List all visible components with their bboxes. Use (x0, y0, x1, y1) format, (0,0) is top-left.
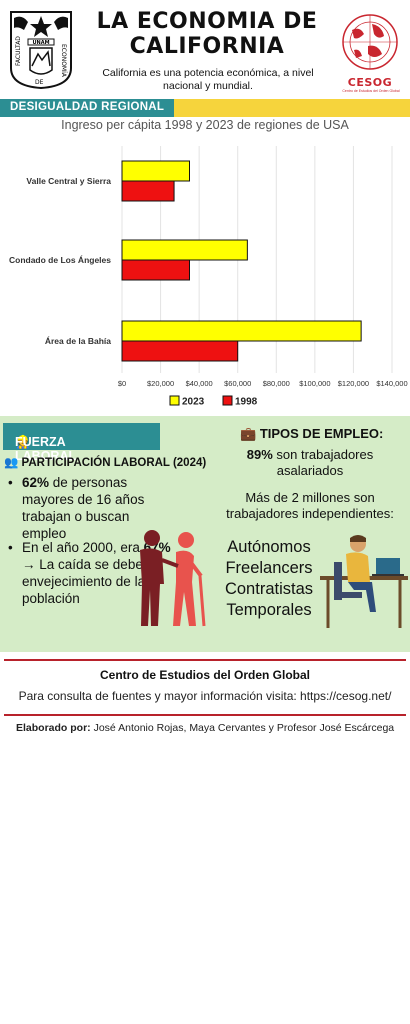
x-tick-label: $80,000 (263, 379, 290, 388)
labor-banner: 👷 FUERZA LABORAL (3, 423, 160, 463)
category-label: Condado de Los Ángeles (9, 255, 111, 265)
divider-bottom (4, 714, 406, 716)
bullet-dot: • (8, 475, 13, 490)
independent-types-list: Autónomos Freelancers Contratistas Temporal… (214, 537, 324, 621)
participation-title-text: PARTICIPACIÓN LABORAL (2024) (21, 457, 207, 469)
bullet-dot: • (8, 540, 13, 555)
remote-worker-icon (320, 535, 408, 628)
chart-line-icon (31, 50, 51, 67)
logo-side-text-3: ECONOMÍA (60, 44, 67, 78)
employment-types-title: 💼 TIPOS DE EMPLEO: (240, 426, 383, 442)
salaried-stat: 89% son trabajadores asalariados (220, 447, 400, 479)
cesog-logo-subtext: Centro de Estudios del Orden Global (342, 89, 400, 93)
logo-side-text-1: FACULTAD (15, 36, 22, 66)
x-tick-label: $120,000 (338, 379, 369, 388)
page-title: LA ECONOMIA DE CALIFORNIA (80, 9, 334, 59)
employment-type-item: Temporales (226, 601, 312, 619)
wing-left-icon (14, 16, 28, 30)
logo-unam-text: UNAM (32, 40, 49, 46)
employment-types-title-text: TIPOS DE EMPLEO: (259, 426, 384, 441)
page-subtitle: California es una potencia económica, a … (102, 67, 314, 92)
employment-type-item: Autónomos (227, 538, 311, 556)
consult-link-text[interactable]: Para consulta de fuentes y mayor informa… (18, 689, 392, 703)
income-bar-chart: Valle Central y Sierra Condado de Los Áng… (9, 146, 408, 408)
cesog-logo (342, 14, 398, 70)
divider-top (4, 659, 406, 661)
x-tick-label: $0 (118, 379, 126, 388)
elderly-couple-icon (140, 530, 206, 627)
x-tick-label: $140,000 (376, 379, 407, 388)
participation-title: 👥 PARTICIPACIÓN LABORAL (2024) (4, 455, 206, 469)
category-label: Valle Central y Sierra (26, 176, 111, 186)
bullet-participation-2024: • 62% de personas mayores de 16 años tra… (8, 474, 168, 541)
logo-side-text-2: DE (35, 79, 44, 86)
chart-category-labels: Valle Central y Sierra Condado de Los Áng… (9, 176, 111, 346)
bullet2-text-a: En el año 2000, era (22, 540, 144, 555)
bullet1-text: de personas mayores de 16 años trabajan … (22, 475, 145, 541)
category-label: Área de la Bahía (45, 336, 111, 346)
bar-1998-2 (121, 340, 239, 362)
credits: Elaborado por: José Antonio Rojas, Maya … (16, 722, 406, 734)
employment-type-item: Freelancers (225, 559, 313, 577)
salaried-percent: 89% (246, 447, 273, 462)
x-tick-label: $100,000 (299, 379, 330, 388)
bar-1998-1 (121, 259, 190, 281)
credits-names: José Antonio Rojas, Maya Cervantes y Pro… (90, 722, 395, 734)
people-icon: 👥 (4, 457, 19, 469)
bar-1998-0 (121, 180, 175, 202)
legend-label: 2023 (182, 397, 205, 408)
legend-swatch-2023 (169, 395, 180, 406)
bar-2023-2 (121, 320, 362, 342)
chart-title: Ingreso per cápita 1998 y 2023 de region… (61, 118, 349, 132)
bullet1-percent: 62% (22, 475, 50, 490)
x-tick-label: $20,000 (147, 379, 174, 388)
globe-continent-icon (352, 28, 364, 39)
x-tick-label: $40,000 (186, 379, 213, 388)
chart-legend: 2023 1998 (169, 395, 258, 408)
title-line-1: LA ECONOMIA DE (96, 9, 318, 34)
chart-bars (121, 160, 362, 362)
star-icon (30, 16, 52, 37)
legend-swatch-1998 (222, 395, 233, 406)
worker-icon: 👷 (15, 435, 31, 449)
briefcase-icon: 💼 (240, 426, 257, 441)
legend-label: 1998 (235, 397, 258, 408)
bullet2-text-b: → La caída se debe al envejecimiento de … (22, 557, 158, 606)
center-name: Centro de Estudios del Orden Global (99, 668, 311, 682)
employment-type-item: Contratistas (224, 580, 314, 598)
wing-right-icon (54, 16, 68, 30)
facultad-economia-logo: UNAM FACULTAD DE ECONOMÍA (10, 11, 72, 90)
salaried-text: son trabajadores asalariados (272, 447, 374, 478)
credits-label: Elaborado por: (16, 722, 91, 734)
chart-tick-labels: $0 $20,000 $40,000 $60,000 $80,000 $100,000 $1… (118, 379, 408, 388)
bar-2023-0 (121, 160, 190, 182)
bar-2023-1 (121, 239, 248, 261)
labor-banner-label: FUERZA LABORAL (15, 435, 77, 463)
header: UNAM FACULTAD DE ECONOMÍA LA ECONOMIA DE… (0, 0, 410, 98)
regional-banner: DESIGUALDAD REGIONAL (0, 99, 410, 117)
independent-stat: Más de 2 millones son trabajadores indep… (226, 490, 394, 521)
cesog-logo-text: CESOG (347, 76, 393, 89)
labor-section: 👷 FUERZA LABORAL 👥 PARTICIPACIÓN LABORAL… (0, 416, 410, 652)
regional-banner-label: DESIGUALDAD REGIONAL (10, 101, 165, 113)
bullet-participation-2000: • En el año 2000, era 67% → La caída se … (8, 539, 171, 624)
x-tick-label: $60,000 (224, 379, 251, 388)
title-line-2: CALIFORNIA (129, 34, 285, 59)
